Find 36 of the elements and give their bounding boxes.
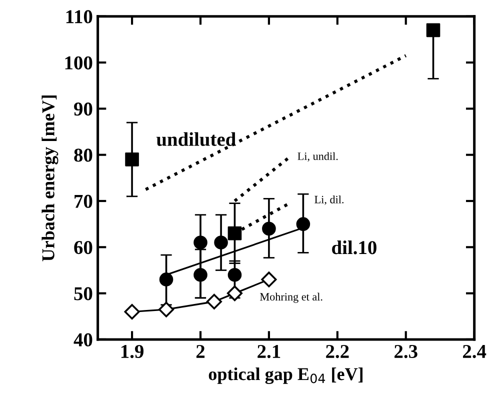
x-tick-label: 2 — [196, 344, 205, 358]
point — [228, 268, 242, 282]
y-tick-label: 90 — [74, 102, 92, 116]
x-tick-label: 2.1 — [258, 344, 280, 358]
point — [226, 286, 242, 302]
y-axis-title: Urbach energy [meV] — [42, 96, 58, 262]
point — [206, 294, 222, 310]
y-tick-label: 100 — [65, 56, 92, 70]
point — [159, 272, 174, 286]
point — [261, 272, 277, 288]
y-tick-label: 40 — [74, 333, 92, 346]
point — [214, 236, 228, 250]
point — [296, 217, 310, 231]
annotation: Li, undil. — [298, 152, 338, 162]
y-tick-label: 60 — [74, 240, 92, 254]
y-tick-label: 110 — [66, 10, 92, 24]
annotation: Li, dil. — [314, 195, 344, 205]
annotation: undiluted — [156, 132, 236, 146]
point — [158, 302, 174, 318]
x-tick-label: 2.2 — [326, 344, 349, 358]
point — [194, 236, 208, 250]
point — [124, 304, 140, 320]
point — [228, 226, 242, 240]
point — [125, 152, 139, 166]
x-axis-title: optical gap E$_{04}$ [eV] — [208, 368, 362, 384]
point — [262, 222, 276, 236]
point — [426, 23, 440, 38]
y-tick-label: 80 — [74, 148, 92, 162]
annotation: Mohring et al. — [260, 292, 322, 303]
x-tick-label: 2.4 — [462, 344, 486, 358]
annotation: dil.10 — [332, 240, 376, 254]
y-tick-label: 70 — [74, 194, 92, 208]
y-tick-label: 50 — [74, 287, 92, 300]
point — [194, 268, 208, 282]
x-tick-label: 1.9 — [121, 344, 144, 358]
x-tick-label: 2.3 — [394, 344, 418, 358]
